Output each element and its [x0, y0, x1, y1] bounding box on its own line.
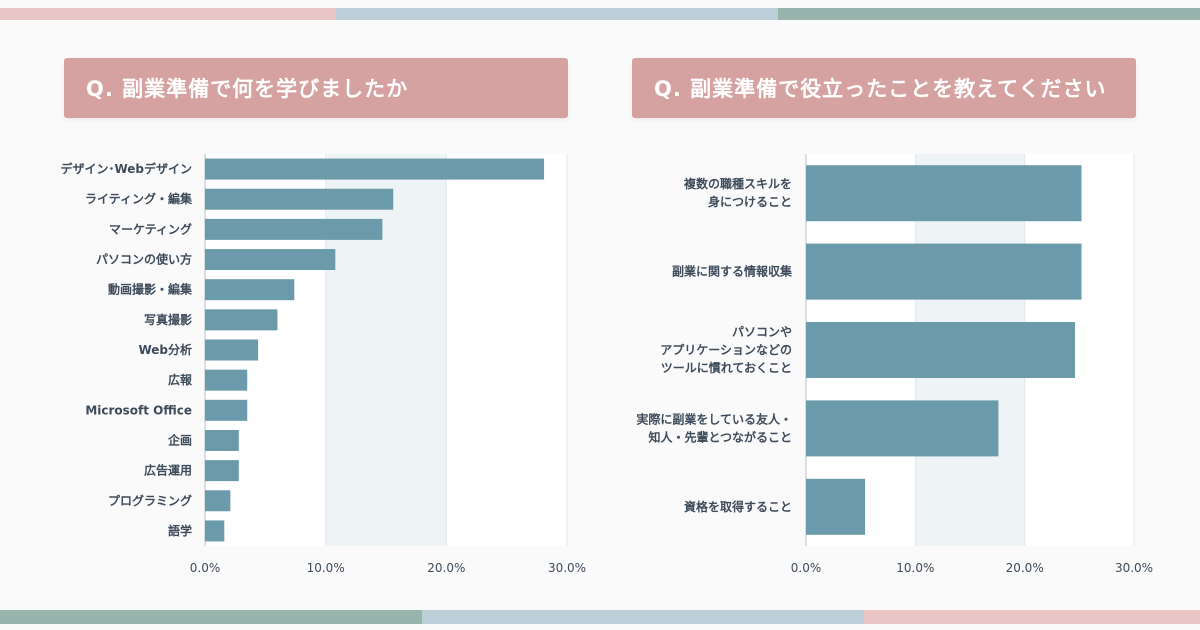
chart-1-bar	[806, 243, 1082, 300]
chart-0-category-label: 写真撮影	[144, 312, 192, 327]
left-question-text: Q. 副業準備で何を学びましたか	[86, 77, 409, 101]
chart-0-bar	[205, 369, 248, 391]
right-question-text: Q. 副業準備で役立ったことを教えてください	[654, 77, 1107, 101]
chart-1-bar	[806, 322, 1075, 378]
chart-0-band	[325, 154, 447, 546]
chart-0-bar	[205, 249, 336, 271]
bottom-stripe-blue	[422, 610, 864, 624]
chart-0-category-label: Web分析	[138, 342, 192, 357]
chart-0-category-label: 企画	[167, 432, 192, 447]
chart-0-bar	[205, 399, 248, 421]
chart-0-tick-label: 10.0%	[307, 561, 345, 575]
chart-0-bar	[205, 218, 383, 240]
chart-0-tick-label: 30.0%	[548, 561, 586, 575]
chart-1-tick-label: 0.0%	[791, 561, 822, 575]
chart-1-category-label: ツールに慣れておくこと	[661, 360, 792, 375]
chart-1-bar	[806, 165, 1082, 222]
chart-1-category-label: 身につけること	[708, 194, 792, 209]
chart-0-category-label: ライティング・編集	[85, 191, 193, 206]
chart-0-category-label: 語学	[168, 523, 192, 538]
chart-1-category-label: パソコンや	[732, 325, 792, 339]
chart-0-bar	[205, 490, 231, 512]
chart-1-tick-label: 20.0%	[1006, 561, 1044, 575]
chart-0-category-label: プログラミング	[108, 493, 192, 508]
bottom-decor-stripe	[0, 610, 1200, 624]
chart-1-bar	[806, 478, 866, 535]
right-question-header: Q. 副業準備で役立ったことを教えてください	[632, 58, 1136, 118]
chart-0-tick-label: 20.0%	[427, 561, 465, 575]
top-decor-stripe	[0, 8, 1200, 20]
chart-1-tick-label: 10.0%	[896, 561, 934, 575]
left-question-header: Q. 副業準備で何を学びましたか	[64, 58, 568, 118]
chart-0-bar	[205, 520, 225, 542]
chart-0-category-label: 動画撮影・編集	[108, 282, 193, 297]
chart-1-category-label: 資格を取得すること	[684, 499, 792, 514]
chart-0-category-label: デザイン･Webデザイン	[60, 161, 192, 176]
chart-1-bar	[806, 400, 999, 457]
chart-0-bar	[205, 279, 295, 301]
top-stripe-pink	[0, 8, 336, 20]
chart-0-category-label: 広告運用	[144, 463, 192, 478]
chart-1-category-label: 副業に関する情報収集	[672, 264, 793, 279]
chart-0-tick-label: 0.0%	[190, 561, 221, 575]
bottom-stripe-green	[0, 610, 422, 624]
chart-0-category-label: パソコンの使い方	[96, 252, 192, 267]
chart-0-category-label: 広報	[168, 372, 193, 387]
chart-1-category-label: 実際に副業をしている友人・	[636, 411, 792, 426]
chart-0-category-label: Microsoft Office	[85, 403, 192, 417]
chart-0-bar	[205, 460, 239, 482]
chart-0-bar	[205, 339, 259, 361]
chart-1-category-label: 知人・先輩とつながること	[647, 429, 792, 444]
bottom-stripe-pink	[864, 610, 1200, 624]
chart-1-category-label: アプリケーションなどの	[660, 342, 792, 357]
top-stripe-green	[778, 8, 1200, 20]
chart-0-category-label: マーケティング	[109, 221, 192, 236]
top-stripe-blue	[336, 8, 778, 20]
chart-0-bar	[205, 309, 278, 331]
chart-0-bar	[205, 429, 239, 451]
chart-0-bar	[205, 158, 545, 180]
chart-1-tick-label: 30.0%	[1115, 561, 1153, 575]
chart-0-bar	[205, 188, 394, 210]
chart-1-category-label: 複数の職種スキルを	[683, 176, 792, 191]
